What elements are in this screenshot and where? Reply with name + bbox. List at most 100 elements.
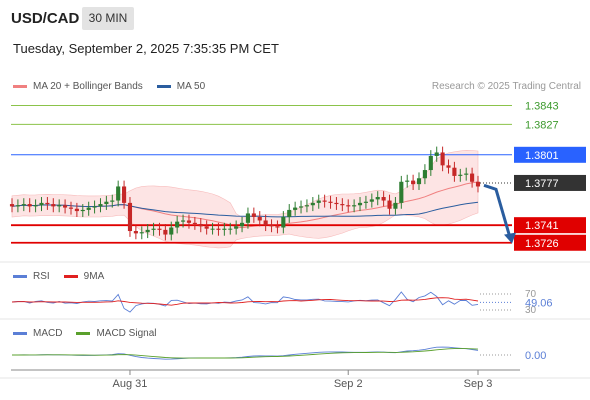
candle-body (39, 202, 44, 206)
projection-arrow (483, 183, 516, 244)
candle-body (422, 170, 427, 179)
candle-body (304, 205, 310, 207)
candle-body (63, 205, 68, 208)
candle-body (33, 205, 38, 207)
candle-body (9, 204, 15, 207)
rsi-ma-legend-label: 9MA (83, 271, 105, 282)
chart-datetime: Tuesday, September 2, 2025 7:35:35 PM CE… (13, 41, 279, 56)
ma50-line (11, 201, 479, 218)
panel-dividers (0, 261, 590, 379)
level-tag-bg-1.3741 (514, 217, 586, 234)
candle-body (180, 220, 186, 222)
candle-body (399, 181, 404, 203)
candle-body (186, 220, 192, 223)
candle-body (127, 202, 133, 232)
projection-arrow-head (504, 232, 516, 244)
candle-body (228, 228, 233, 230)
candle-body (464, 173, 469, 175)
macd-legend-swatch (13, 332, 27, 335)
candle-body (405, 180, 410, 182)
candle-body (340, 204, 345, 206)
level-tag-bg-1.3777 (514, 174, 586, 191)
candle-body (416, 178, 422, 185)
price-levels: 1.3843 1.3827 1.3801 1.3777 1.3741 1.3726 (11, 101, 586, 251)
rsi-ma-line (11, 297, 479, 306)
candle-body (375, 197, 380, 200)
candle-body (257, 216, 262, 221)
bollinger-band-area (11, 149, 479, 249)
candle-body (51, 204, 56, 207)
candle-body (346, 205, 351, 207)
candle-body (175, 221, 180, 228)
candle-body (275, 226, 280, 228)
main-legend: MA 20 + Bollinger Bands MA 50 (13, 81, 205, 92)
candle-body (239, 222, 245, 227)
candle-body (133, 231, 138, 234)
candle-body (45, 202, 50, 205)
research-credit: Research © 2025 Trading Central (431, 81, 581, 92)
level-tag-1.3726: 1.3726 (525, 238, 559, 250)
ma20-legend-label: MA 20 + Bollinger Bands (33, 81, 143, 92)
candle-body (251, 213, 256, 217)
candle-body (269, 225, 274, 227)
candle-body (369, 199, 374, 202)
macd-signal-line (12, 348, 479, 359)
candle-body (434, 152, 439, 156)
candlesticks (9, 146, 481, 241)
candle-body (475, 181, 481, 187)
candle-body (27, 204, 32, 207)
candle-body (381, 197, 386, 201)
candle-body (122, 186, 127, 203)
rsi-line (11, 291, 479, 313)
candle-body (68, 207, 74, 209)
rsi-legend-swatch (13, 275, 27, 278)
candle-body (204, 226, 209, 229)
candle-body (245, 213, 251, 223)
candle-body (151, 228, 156, 230)
candle-body (352, 205, 357, 207)
ma20-legend-swatch (13, 85, 27, 88)
candle-body (440, 152, 445, 166)
candle-body (287, 209, 292, 217)
candle-body (216, 228, 221, 230)
macd-value-tag: 0.00 (525, 350, 546, 362)
rsi-ref-label-70: 70 (525, 289, 537, 300)
candle-body (411, 180, 416, 185)
candle-body (116, 186, 121, 201)
macd-signal-legend-swatch (76, 332, 91, 335)
level-tag-1.3801: 1.3801 (525, 150, 559, 162)
candle-body (357, 202, 363, 206)
candle-body (293, 207, 298, 210)
candle-body (363, 201, 368, 203)
candle-body (452, 167, 457, 176)
bollinger-bands (11, 149, 479, 249)
candle-body (470, 173, 475, 182)
rsi-legend-label: RSI (33, 271, 50, 282)
candle-body (145, 229, 150, 233)
candle-body (210, 228, 215, 230)
candle-body (21, 204, 26, 206)
x-axis: Aug 31 Sep 2 Sep 3 (11, 369, 520, 390)
candle-body (163, 229, 168, 235)
macd-legend: MACD MACD Signal (13, 328, 156, 339)
timeframe-button[interactable]: 30 MIN (82, 7, 134, 30)
candle-body (169, 227, 174, 235)
candle-body (328, 201, 333, 203)
candle-body (222, 228, 227, 230)
level-tag-1.3741: 1.3741 (525, 220, 559, 232)
candle-body (198, 223, 203, 227)
candle-body (15, 205, 20, 207)
candle-body (263, 220, 268, 226)
candle-body (281, 216, 286, 228)
candle-body (98, 204, 103, 207)
candle-body (428, 155, 433, 171)
candle-body (393, 202, 398, 209)
x-axis-label: Aug 31 (113, 378, 148, 390)
candle-body (298, 206, 304, 208)
macd-signal-legend-label: MACD Signal (96, 328, 157, 339)
candle-body (316, 200, 321, 203)
x-axis-label: Sep 3 (464, 378, 493, 390)
candle-body (310, 202, 315, 206)
candle-body (139, 232, 144, 234)
